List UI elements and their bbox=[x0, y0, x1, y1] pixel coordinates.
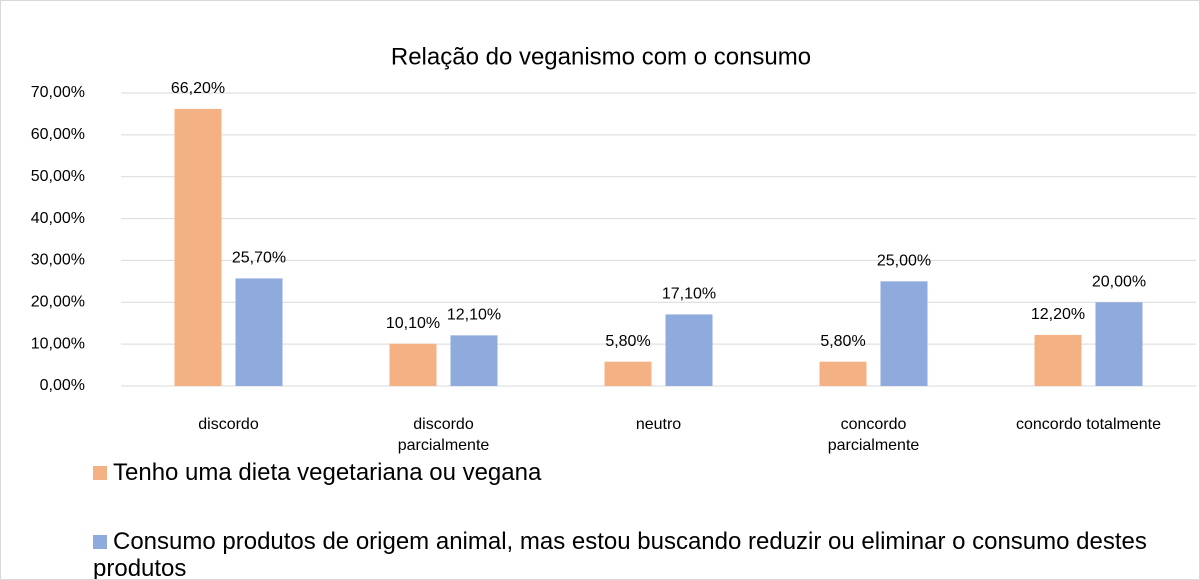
bar bbox=[174, 108, 222, 387]
data-label: 10,10% bbox=[386, 315, 440, 332]
y-tick-label: 50,00% bbox=[31, 168, 85, 185]
legend-swatch bbox=[93, 466, 107, 480]
y-tick-label: 30,00% bbox=[31, 252, 85, 269]
data-label: 25,00% bbox=[877, 253, 931, 270]
legend-item: Tenho uma dieta vegetariana ou vegana bbox=[93, 459, 1173, 486]
x-tick-label: discordo bbox=[198, 416, 259, 433]
y-tick-label: 60,00% bbox=[31, 126, 85, 143]
bar bbox=[665, 314, 713, 386]
legend-swatch bbox=[93, 535, 107, 549]
bar bbox=[880, 281, 928, 386]
data-label: 25,70% bbox=[232, 250, 286, 267]
legend-item: Consumo produtos de origem animal, mas e… bbox=[93, 528, 1173, 580]
data-label: 5,80% bbox=[605, 333, 650, 350]
legend-label: Tenho uma dieta vegetariana ou vegana bbox=[113, 459, 542, 486]
bar bbox=[389, 343, 437, 386]
data-label: 17,10% bbox=[662, 286, 716, 303]
y-tick-label: 70,00% bbox=[31, 84, 85, 101]
data-label: 20,00% bbox=[1092, 274, 1146, 291]
bar bbox=[450, 335, 498, 386]
x-tick-label: concordo parcialmente bbox=[827, 416, 920, 454]
bar bbox=[1034, 334, 1082, 386]
y-tick-label: 0,00% bbox=[40, 377, 85, 394]
x-tick-label: concordo totalmente bbox=[1016, 416, 1161, 433]
bar bbox=[235, 278, 283, 386]
bar bbox=[1095, 302, 1143, 386]
data-label: 12,20% bbox=[1031, 306, 1085, 323]
data-label: 5,80% bbox=[820, 333, 865, 350]
bar bbox=[819, 361, 867, 386]
y-tick-label: 10,00% bbox=[31, 335, 85, 352]
data-label: 12,10% bbox=[447, 307, 501, 324]
y-tick-label: 40,00% bbox=[31, 210, 85, 227]
y-tick-label: 20,00% bbox=[31, 294, 85, 311]
data-label: 66,20% bbox=[171, 80, 225, 97]
legend-label: Consumo produtos de origem animal, mas e… bbox=[93, 528, 1147, 580]
x-tick-label: discordo parcialmente bbox=[397, 416, 490, 454]
chart-title: Relação do veganismo com o consumo bbox=[391, 43, 811, 70]
bar bbox=[604, 361, 652, 386]
x-tick-label: neutro bbox=[635, 416, 682, 433]
